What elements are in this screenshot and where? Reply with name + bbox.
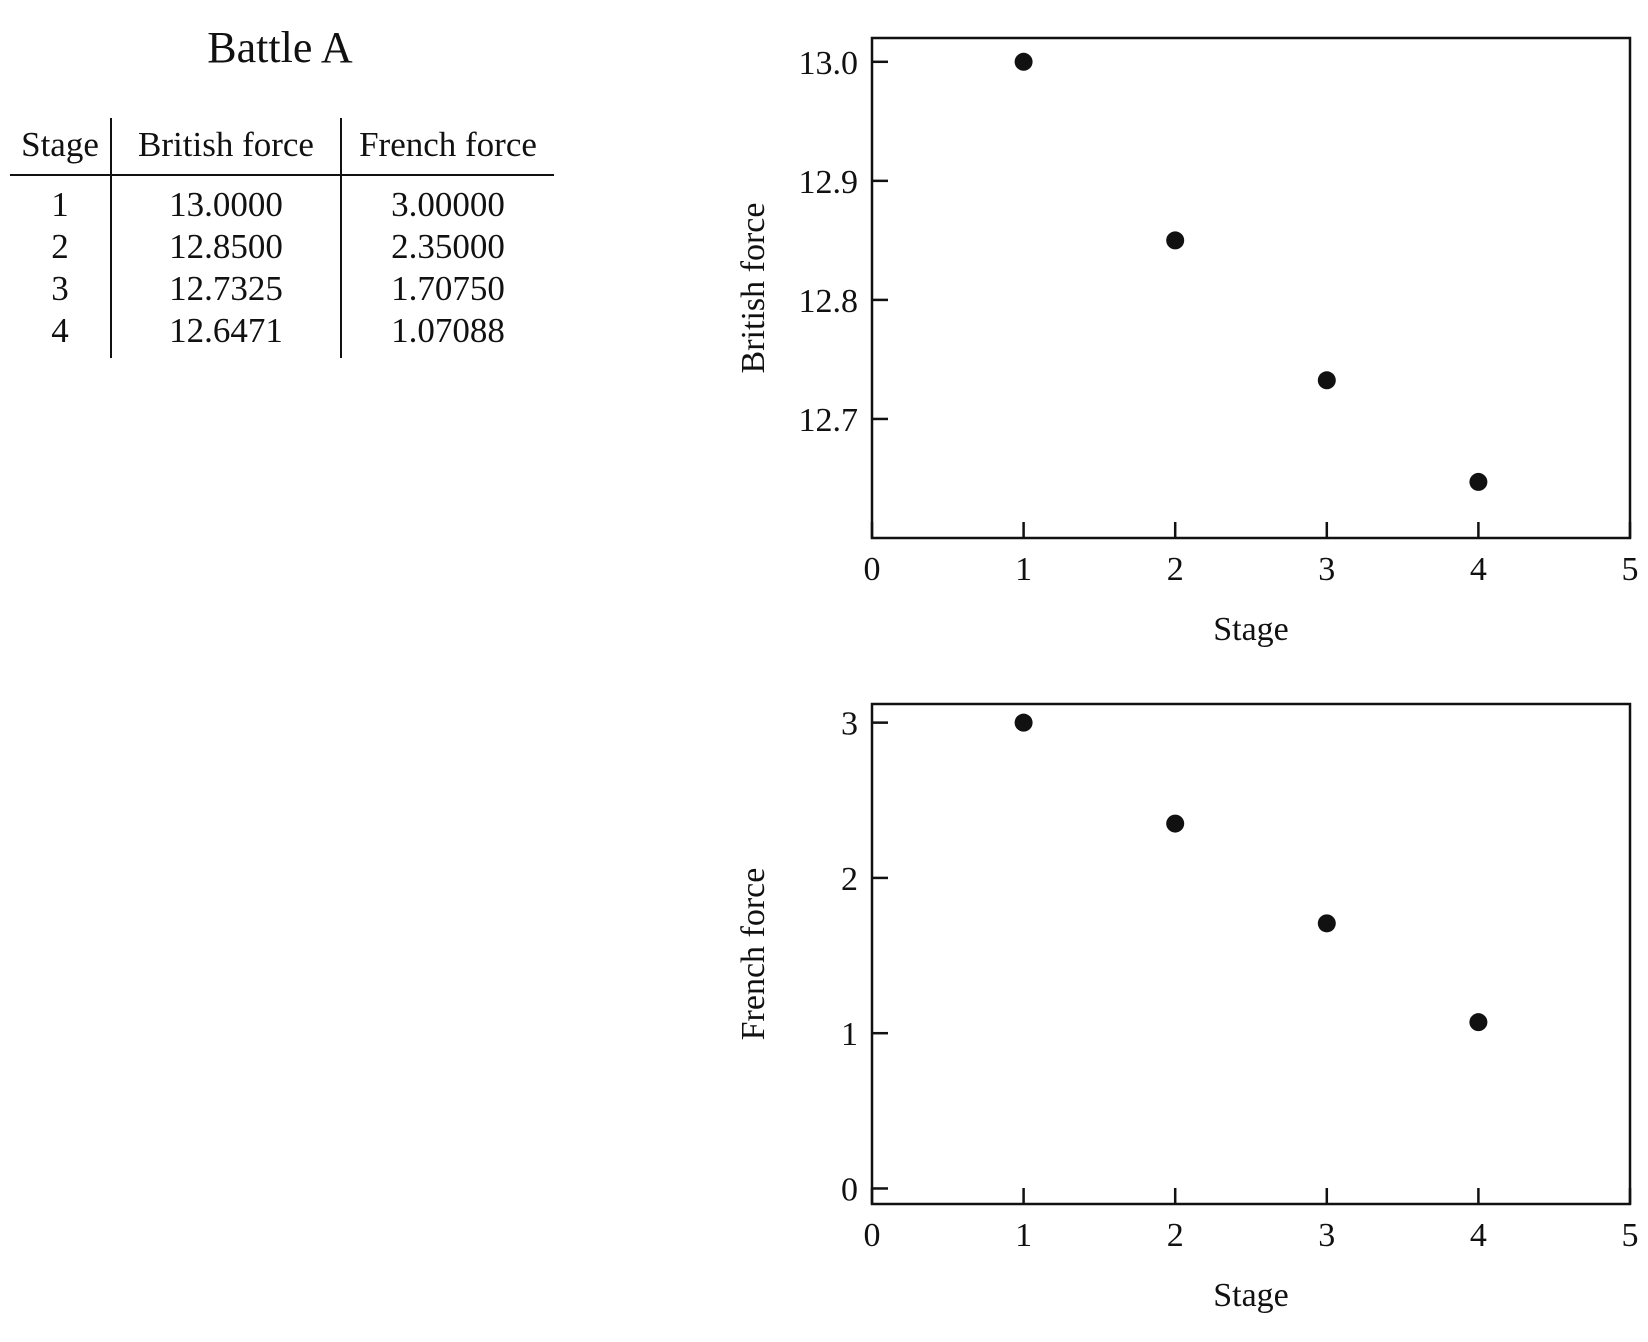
x-axis-label: Stage [1213,611,1289,648]
y-tick-label: 12.7 [799,402,859,439]
table-row: 4 12.6471 1.07088 [10,310,554,358]
header-stage: Stage [10,118,111,176]
y-tick-label: 1 [841,1016,858,1053]
table-row: 3 12.7325 1.70750 [10,268,554,310]
data-point [1317,371,1336,390]
cell-french: 2.35000 [340,226,554,268]
table-header-row: Stage British force French force [10,118,554,176]
cell-stage: 4 [51,311,69,350]
plot-frame [870,702,1632,1206]
x-tick-label: 5 [1622,551,1639,588]
cell-stage: 1 [51,185,69,224]
cell-british: 13.0000 [110,175,341,226]
y-axis-label: British force [735,203,772,374]
cell-british: 12.8500 [110,226,341,268]
y-tick-label: 3 [841,706,858,743]
x-tick-label: 2 [1167,551,1184,588]
x-tick-label: 1 [1015,551,1032,588]
y-tick-label: 2 [841,861,858,898]
y-tick-label: 0 [841,1171,858,1208]
data-point [1317,914,1336,933]
x-tick-label: 1 [1015,1217,1032,1254]
x-tick-label: 4 [1470,1217,1487,1254]
table-title: Battle A [207,23,353,72]
header-french-force: French force [340,118,554,176]
x-tick-label: 2 [1167,1217,1184,1254]
data-point [1014,713,1033,732]
cell-french: 1.07088 [340,310,554,358]
x-axis-label: Stage [1213,1277,1289,1314]
x-tick-label: 3 [1318,1217,1335,1254]
header-british-force: British force [110,118,341,176]
x-tick-label: 0 [864,551,881,588]
cell-french: 1.70750 [340,268,554,310]
plot-frame [870,36,1632,540]
cell-british: 12.7325 [110,268,341,310]
x-tick-label: 5 [1622,1217,1639,1254]
data-point [1014,52,1033,71]
data-point [1166,231,1185,250]
x-tick-label: 0 [864,1217,881,1254]
y-tick-label: 12.9 [799,164,859,201]
data-point [1469,1013,1488,1032]
data-point [1469,472,1488,491]
table-row: 2 12.8500 2.35000 [10,226,554,268]
battle-table: Stage British force French force 1 13.00… [10,118,554,358]
x-tick-label: 4 [1470,551,1487,588]
y-tick-label: 13.0 [799,45,859,82]
x-tick-label: 3 [1318,551,1335,588]
data-point [1166,814,1185,833]
cell-french: 3.00000 [340,175,554,226]
y-tick-label: 12.8 [799,283,859,320]
cell-british: 12.6471 [110,310,341,358]
cell-stage: 2 [51,227,69,266]
cell-stage: 3 [51,269,69,308]
y-axis-label: French force [735,868,772,1041]
table-row: 1 13.0000 3.00000 [10,175,554,226]
